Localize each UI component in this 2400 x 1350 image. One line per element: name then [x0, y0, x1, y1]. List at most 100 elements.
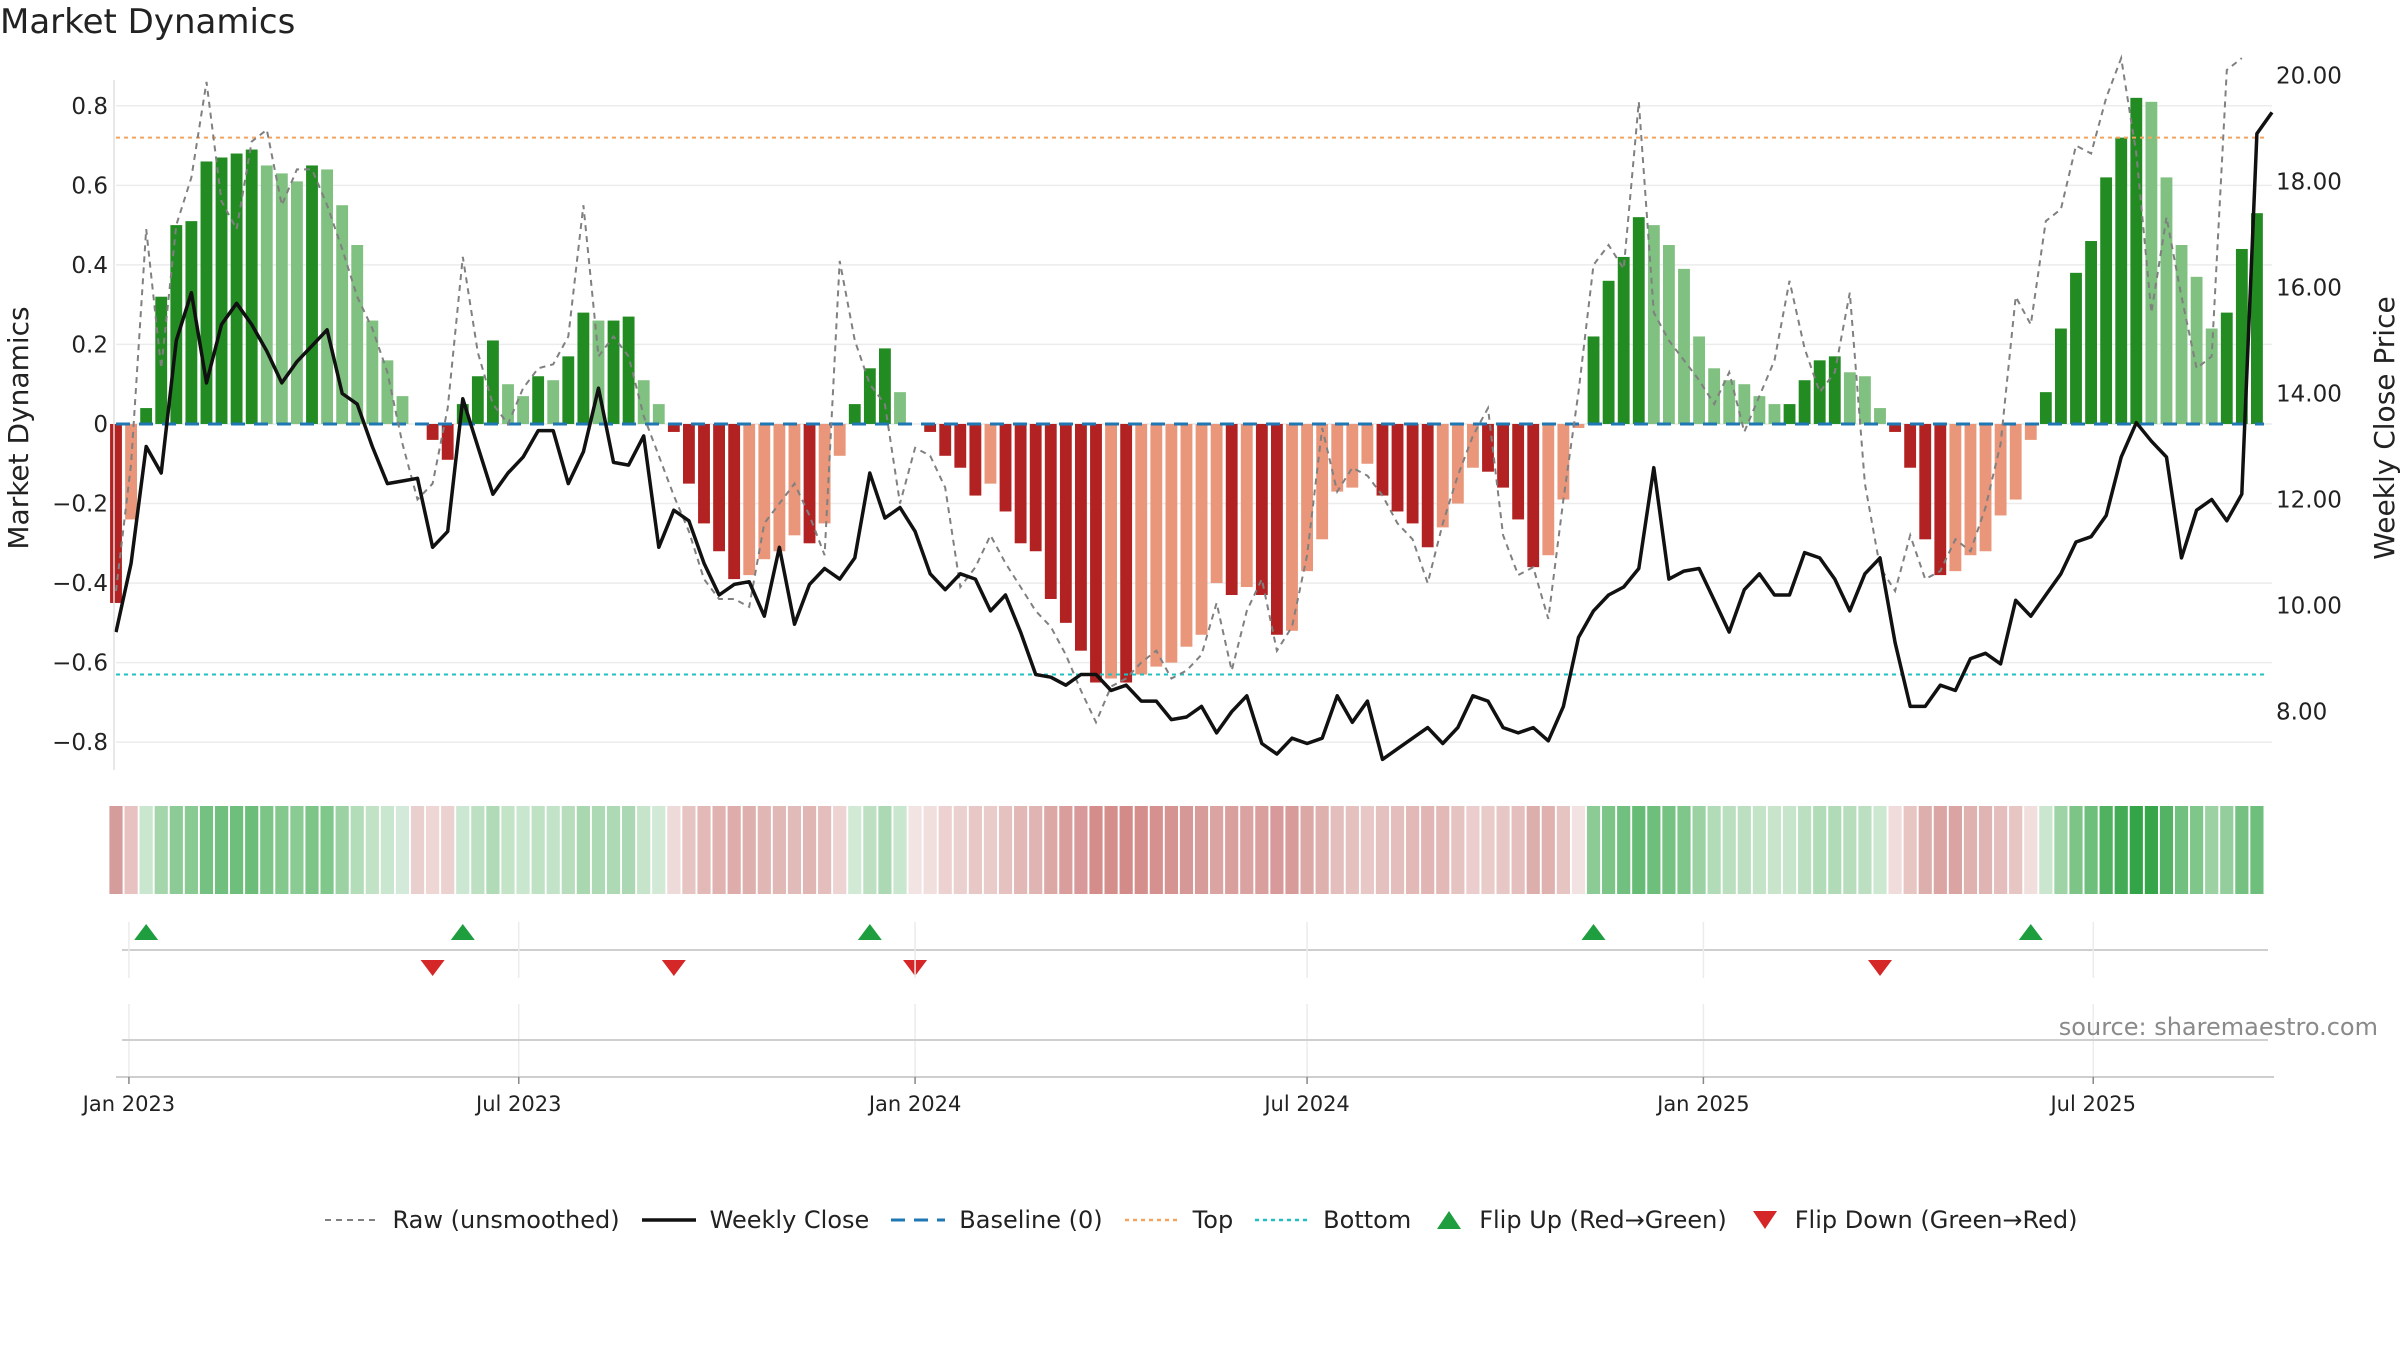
legend-label-flipdown: Flip Down (Green→Red) [1794, 1206, 2078, 1234]
legend-label-flipup: Flip Up (Red→Green) [1479, 1206, 1727, 1234]
strip-cell [923, 806, 937, 894]
strip-cell [1767, 806, 1782, 894]
dynamics-bar [260, 165, 273, 424]
strip-cell [998, 806, 1013, 894]
strip-cell [2129, 806, 2143, 894]
strip-cell [637, 806, 651, 894]
strip-cell [1044, 806, 1058, 894]
right-tick-label: 12.00 [2276, 488, 2342, 514]
strip-cell [1179, 806, 1194, 894]
dynamics-bar [1044, 423, 1057, 599]
source-watermark: source: sharemaestro.com [2058, 1013, 2378, 1041]
strip-cell [848, 806, 862, 894]
dynamics-bar [1843, 372, 1856, 424]
strip-cell [1798, 806, 1812, 894]
strip-cell [1707, 806, 1721, 894]
weekly-close-line [114, 111, 2274, 762]
dynamics-bar [1376, 423, 1389, 496]
dynamics-bar [532, 376, 545, 424]
strip-cell [622, 806, 636, 894]
dynamics-bar [1693, 336, 1705, 424]
dynamics-bar [230, 153, 243, 424]
dynamics-bar [1255, 423, 1268, 595]
date-axis: Jan 2023 Jul 2023 Jan 2024 Jul 2024 Jan 2025… [81, 922, 2274, 1116]
dynamics-bar [200, 161, 213, 424]
strip-cell [1978, 806, 1993, 894]
dynamics-bar [2190, 276, 2203, 424]
dynamics-bar [487, 340, 499, 424]
dynamics-bar [170, 225, 183, 424]
legend-item-flipdown: Flip Down (Green→Red) [1747, 1206, 2078, 1234]
strip-cell [833, 806, 847, 894]
dynamics-bar [939, 423, 952, 456]
dynamics-bar [1512, 423, 1525, 520]
dynamics-bar [426, 423, 439, 440]
flip-up-marker [134, 924, 159, 940]
strip-cell [1888, 806, 1902, 894]
strip-cell [1134, 806, 1148, 894]
strip-cell [1918, 806, 1932, 894]
dynamics-bar [788, 423, 801, 536]
dynamics-bars [110, 97, 2263, 683]
dynamics-bar [1798, 380, 1811, 424]
dynamics-bar [2160, 177, 2173, 424]
dynamics-bar [1195, 423, 1208, 635]
dynamics-bar [275, 173, 288, 424]
right-tick-label: 10.00 [2276, 594, 2342, 620]
strip-cell [576, 806, 590, 894]
strip-cell [2174, 806, 2189, 894]
dynamics-bar [652, 404, 665, 424]
dynamics-bar [1029, 423, 1042, 552]
strip-cell [1828, 806, 1842, 894]
strip-cell [2009, 806, 2023, 894]
dynamics-bar [894, 392, 906, 424]
flip-up-marker [1581, 924, 1606, 940]
strip-cell [908, 806, 922, 894]
legend-swatch-bottom [1255, 1218, 1310, 1222]
strip-cell [154, 806, 168, 894]
strip-cell [667, 806, 681, 894]
strip-cell [1948, 806, 1962, 894]
strip-cell [742, 806, 756, 894]
dynamics-bar [1301, 423, 1313, 572]
dynamics-bar [1105, 423, 1117, 679]
dynamics-bar [1225, 423, 1238, 595]
dynamics-bar [2220, 312, 2233, 424]
strip-cell [1330, 806, 1344, 894]
strip-cell [395, 806, 410, 894]
left-axis-title: Market Dynamics [2, 306, 35, 549]
dynamics-bar [863, 368, 876, 424]
strip-cell [1451, 806, 1465, 894]
strip-cell [1104, 806, 1118, 894]
legend-label-top: Top [1192, 1206, 1234, 1234]
dynamics-bar [336, 205, 349, 424]
strip-cell [1647, 806, 1661, 894]
strip-cell [1119, 806, 1133, 894]
strip-cell [1270, 806, 1284, 894]
dynamics-bar [517, 396, 529, 424]
legend: Raw (unsmoothed) Weekly Close Baseline (… [0, 1206, 2400, 1234]
strip-cell [1677, 806, 1691, 894]
dynamics-bar [547, 380, 560, 424]
color-strip [109, 806, 2264, 894]
strip-cell [561, 806, 575, 894]
dynamics-bar [321, 169, 333, 424]
right-tick-label: 20.00 [2276, 63, 2342, 89]
dynamics-bar [140, 408, 153, 424]
legend-label-close: Weekly Close [709, 1206, 870, 1234]
strip-cell [1210, 806, 1224, 894]
dynamics-bar [1361, 423, 1374, 464]
strip-cell [968, 806, 982, 894]
date-tick-label: Jul 2025 [2048, 1092, 2135, 1116]
dynamics-bar [1210, 423, 1223, 584]
strip-cell [1737, 806, 1751, 894]
strip-cell [772, 806, 786, 894]
strip-cell [591, 806, 606, 894]
dynamics-bar [1934, 423, 1947, 576]
legend-label-bottom: Bottom [1323, 1206, 1412, 1234]
strip-cell [1194, 806, 1209, 894]
strip-cell [1903, 806, 1917, 894]
flip-up-marker [857, 924, 882, 940]
date-tick-label: Jan 2024 [867, 1092, 962, 1116]
legend-item-bottom: Bottom [1253, 1206, 1411, 1234]
